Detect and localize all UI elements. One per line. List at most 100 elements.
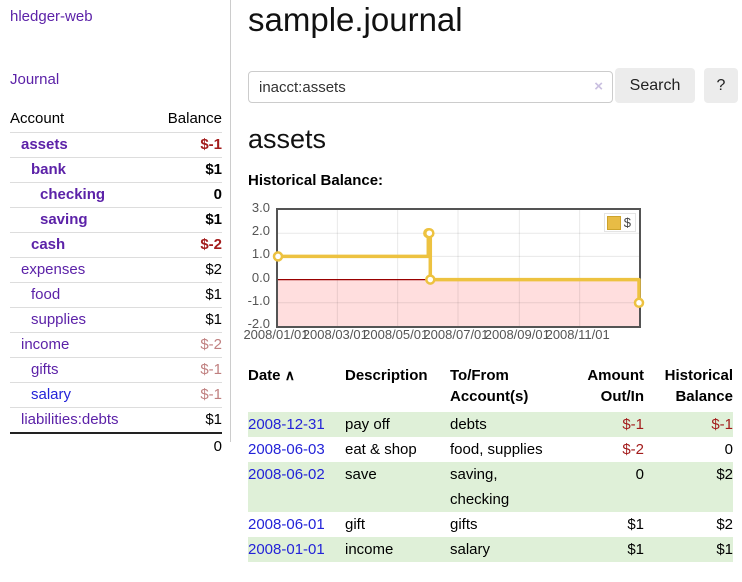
register-header-row: Date ∧ Description To/From Account(s) Am… xyxy=(248,363,733,412)
legend-swatch-icon xyxy=(606,215,621,230)
sidebar-account-link[interactable]: liabilities:debts xyxy=(21,411,119,428)
sidebar-account-balance: $-2 xyxy=(200,236,222,253)
transaction-accounts: salary xyxy=(450,541,491,558)
transaction-accounts: saving, checking xyxy=(450,466,510,508)
app-brand-link[interactable]: hledger-web xyxy=(10,8,93,25)
transaction-date-link[interactable]: 2008-12-31 xyxy=(248,416,325,433)
transaction-description: income xyxy=(345,541,394,558)
sidebar-account-row: supplies $1 xyxy=(10,307,222,332)
transaction-amount: $-1 xyxy=(622,416,644,433)
register-header-balance: Historical Balance xyxy=(664,367,733,405)
sidebar-account-row: bank $1 xyxy=(10,157,222,182)
register-table: Date ∧ Description To/From Account(s) Am… xyxy=(248,363,733,562)
transaction-accounts: food, supplies xyxy=(450,441,543,458)
y-axis-tick-label: -1.0 xyxy=(247,292,270,308)
sidebar-account-link[interactable]: saving xyxy=(40,211,88,228)
sidebar-account-balance: $1 xyxy=(205,411,222,428)
sidebar-account-link[interactable]: checking xyxy=(40,186,106,203)
accounts-total-balance: 0 xyxy=(10,432,222,459)
transaction-balance: $-1 xyxy=(711,416,733,433)
sidebar-account-balance: $1 xyxy=(205,161,222,178)
page-title: sample.journal xyxy=(248,1,463,38)
historical-balance-chart: $ xyxy=(272,208,645,328)
sidebar-account-link[interactable]: expenses xyxy=(21,261,86,278)
sidebar-account-link[interactable]: gifts xyxy=(31,361,59,378)
accounts-header-account: Account xyxy=(10,110,65,127)
sidebar-item-journal[interactable]: Journal xyxy=(10,71,60,88)
clear-search-icon[interactable]: × xyxy=(594,78,603,95)
sidebar-account-row: income $-2 xyxy=(10,332,222,357)
transaction-amount: $1 xyxy=(627,516,644,533)
y-axis-tick-label: 3.0 xyxy=(251,200,270,215)
register-transaction-row: 2008-06-01 gift gifts $1 $2 xyxy=(248,512,733,537)
sidebar-account-row: food $1 xyxy=(10,282,222,307)
accounts-table-header: Account Balance xyxy=(10,106,222,132)
accounts-table: Account Balance assets $-1 bank $1 checking 0… xyxy=(10,106,222,459)
y-axis-tick-label: 1.0 xyxy=(251,246,270,262)
sidebar-account-row: assets $-1 xyxy=(10,132,222,157)
sidebar-account-link[interactable]: assets xyxy=(21,136,68,153)
sidebar-account-row: saving $1 xyxy=(10,207,222,232)
sidebar-account-link[interactable]: food xyxy=(31,286,61,303)
transaction-date-link[interactable]: 2008-01-01 xyxy=(248,541,325,558)
y-axis-tick-label: -2.0 xyxy=(247,316,270,331)
sidebar-account-link[interactable]: supplies xyxy=(31,311,87,328)
sidebar: hledger-web Journal Account Balance asse… xyxy=(0,0,231,455)
register-transaction-row: 2008-06-02 save saving, checking 0 $2 xyxy=(248,462,733,512)
x-axis-tick-label: 2008/03/01 xyxy=(302,327,368,342)
y-axis-tick-label: 2.0 xyxy=(251,223,270,239)
sidebar-account-link[interactable]: bank xyxy=(31,161,67,178)
register-header-date-label: Date xyxy=(248,367,281,384)
transaction-description: save xyxy=(345,466,377,483)
accounts-rows: assets $-1 bank $1 checking 0 saving $1 cash $-2 e… xyxy=(10,132,222,432)
transaction-description: pay off xyxy=(345,416,390,433)
transaction-balance: $2 xyxy=(716,516,733,533)
transaction-date-link[interactable]: 2008-06-01 xyxy=(248,516,325,533)
sidebar-account-balance: 0 xyxy=(213,186,222,203)
register-transaction-row: 2008-06-03 eat & shop food, supplies $-2 0 xyxy=(248,437,733,462)
sidebar-account-row: expenses $2 xyxy=(10,257,222,282)
transaction-balance: $1 xyxy=(716,541,733,558)
register-rows: 2008-12-31 pay off debts $-1 $-1 2008-06-03 ea… xyxy=(248,412,733,562)
register-header-description: Description xyxy=(345,367,428,384)
transaction-amount: $-2 xyxy=(622,441,644,458)
sidebar-account-balance: $-1 xyxy=(200,136,222,153)
sidebar-account-row: cash $-2 xyxy=(10,232,222,257)
sidebar-account-balance: $-2 xyxy=(200,336,222,353)
search-input[interactable] xyxy=(248,71,613,103)
sidebar-account-balance: $2 xyxy=(205,261,222,278)
help-button[interactable]: ? xyxy=(704,68,738,103)
register-header-accounts: To/From Account(s) xyxy=(450,367,529,405)
transaction-amount: 0 xyxy=(635,466,644,483)
register-header-amount: Amount Out/In xyxy=(587,367,644,405)
sidebar-account-row: checking 0 xyxy=(10,182,222,207)
sidebar-account-balance: $1 xyxy=(205,286,222,303)
chart-title: Historical Balance: xyxy=(248,172,384,189)
chart-plot-area xyxy=(272,210,645,326)
x-axis-tick-label: 2008/09/01 xyxy=(484,327,550,342)
accounts-header-balance: Balance xyxy=(167,110,222,127)
account-heading: assets xyxy=(248,124,327,154)
x-axis-tick-label: 2008/11/01 xyxy=(545,327,610,342)
transaction-description: eat & shop xyxy=(345,441,417,458)
transaction-accounts: gifts xyxy=(450,516,478,533)
sidebar-account-balance: $1 xyxy=(205,311,222,328)
transaction-accounts: debts xyxy=(450,416,487,433)
search-box: × xyxy=(248,71,613,103)
sidebar-account-link[interactable]: cash xyxy=(31,236,66,253)
chart-legend: $ xyxy=(603,213,636,232)
transaction-date-link[interactable]: 2008-06-02 xyxy=(248,466,325,483)
register-header-date[interactable]: Date ∧ xyxy=(248,363,345,412)
transaction-date-link[interactable]: 2008-06-03 xyxy=(248,441,325,458)
sidebar-account-link[interactable]: salary xyxy=(31,386,72,403)
search-button[interactable]: Search xyxy=(615,68,695,103)
register-transaction-row: 2008-01-01 income salary $1 $1 xyxy=(248,537,733,562)
legend-label: $ xyxy=(623,215,631,230)
sidebar-account-link[interactable]: income xyxy=(21,336,70,353)
sidebar-account-balance: $-1 xyxy=(200,386,222,403)
x-axis-tick-label: 2008/05/01 xyxy=(363,327,429,342)
sort-ascending-icon: ∧ xyxy=(284,367,295,383)
sidebar-account-balance: $-1 xyxy=(200,361,222,378)
transaction-balance: 0 xyxy=(724,441,733,458)
